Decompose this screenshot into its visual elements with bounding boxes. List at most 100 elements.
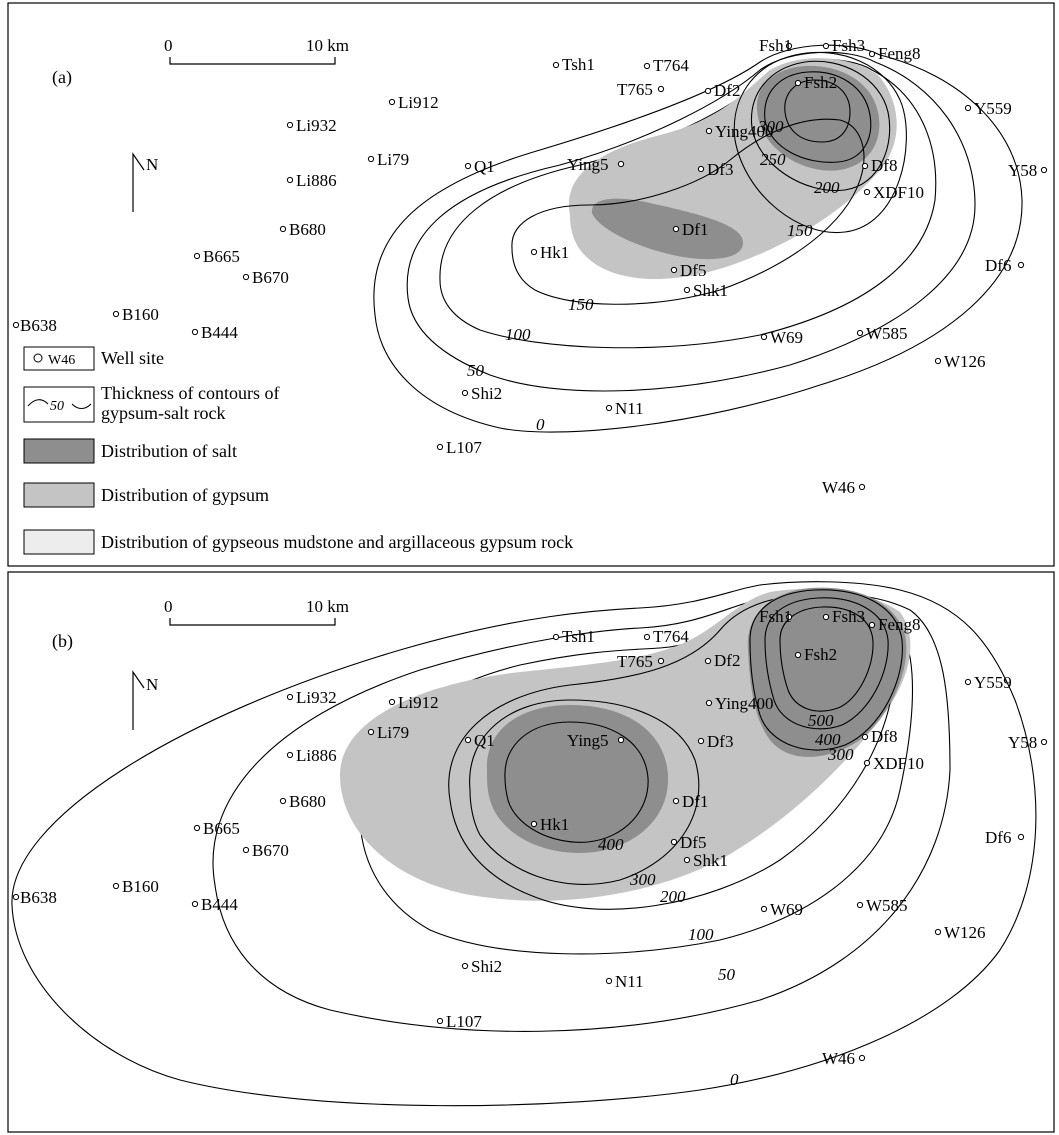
scale-zero: 0 bbox=[164, 36, 173, 55]
well-label: Li912 bbox=[398, 93, 439, 112]
contour-line-icon bbox=[27, 399, 92, 410]
well-label: Fsh1 bbox=[759, 36, 792, 55]
well-site-icon bbox=[552, 633, 560, 641]
well-site-icon bbox=[657, 85, 665, 93]
well-w126: W126 bbox=[934, 352, 986, 371]
panel-a-contour-150-west bbox=[511, 118, 865, 305]
well-site-icon bbox=[861, 162, 869, 170]
well-site-icon bbox=[112, 882, 120, 890]
panel-b-contour-label: 100 bbox=[688, 925, 714, 944]
well-site-icon bbox=[643, 633, 651, 641]
well-label: Y559 bbox=[974, 673, 1012, 692]
well-site-icon bbox=[705, 699, 713, 707]
well-label: Li886 bbox=[296, 746, 337, 765]
well-w46: W46 bbox=[822, 478, 866, 497]
well-site-icon bbox=[934, 357, 942, 365]
well-li886: Li886 bbox=[286, 171, 337, 190]
well-t764: T764 bbox=[643, 627, 689, 646]
well-site-icon bbox=[530, 820, 538, 828]
well-label: Y58 bbox=[1008, 733, 1037, 752]
scale-distance: 10 km bbox=[306, 36, 349, 55]
well-b670: B670 bbox=[242, 841, 289, 860]
well-site-icon bbox=[760, 905, 768, 913]
well-hk1: Hk1 bbox=[530, 815, 569, 834]
well-li932: Li932 bbox=[286, 116, 337, 135]
legend-salt: Distribution of salt bbox=[101, 441, 237, 461]
well-label: Li912 bbox=[398, 693, 439, 712]
well-site-icon bbox=[279, 225, 287, 233]
well-label: Ying5 bbox=[567, 155, 609, 174]
panel-b-contour-label: 500 bbox=[808, 711, 834, 730]
well-label: Feng8 bbox=[878, 615, 921, 634]
north-label: N bbox=[146, 675, 158, 694]
panel-b-contour-400-east bbox=[764, 597, 889, 730]
well-q1: Q1 bbox=[464, 731, 495, 750]
well-b680: B680 bbox=[279, 220, 326, 239]
well-label: B670 bbox=[252, 841, 289, 860]
well-fsh3: Fsh3 bbox=[822, 36, 865, 55]
panel-b-contour-500 bbox=[779, 606, 874, 712]
well-site-icon bbox=[605, 977, 613, 985]
well-site-icon bbox=[697, 165, 705, 173]
well-ying5: Ying5 bbox=[567, 155, 625, 174]
panel-a: 0 50 100 150 150 200 250 300 (a) 0 10 km… bbox=[7, 2, 1055, 567]
well-shi2: Shi2 bbox=[461, 957, 502, 976]
well-df6: Df6 bbox=[985, 256, 1025, 275]
well-tsh1: Tsh1 bbox=[552, 55, 595, 74]
well-ying5: Ying5 bbox=[567, 731, 625, 750]
legend-contour-box bbox=[23, 386, 95, 423]
panel-a-contour-0 bbox=[373, 44, 1023, 433]
panel-a-scale-bar: 0 10 km bbox=[164, 36, 349, 65]
well-y58: Y58 bbox=[1008, 161, 1048, 180]
well-w585: W585 bbox=[856, 896, 908, 915]
well-df6: Df6 bbox=[985, 828, 1025, 847]
well-y559: Y559 bbox=[964, 673, 1012, 692]
well-label: Df5 bbox=[680, 261, 706, 280]
well-label: Df3 bbox=[707, 160, 733, 179]
well-site-icon bbox=[436, 443, 444, 451]
well-label: Df2 bbox=[714, 651, 740, 670]
panel-b-contour-50 bbox=[212, 592, 951, 1032]
well-site-icon bbox=[1017, 833, 1025, 841]
panel-b-scale-bar: 0 10 km bbox=[164, 597, 349, 626]
well-site-icon bbox=[388, 698, 396, 706]
well-q1: Q1 bbox=[464, 157, 495, 176]
scale-distance: 10 km bbox=[306, 597, 349, 616]
well-site-icon bbox=[868, 621, 876, 629]
well-b638: B638 bbox=[12, 316, 57, 335]
well-site-icon bbox=[863, 188, 871, 196]
well-li932: Li932 bbox=[286, 688, 337, 707]
well-site-icon bbox=[697, 737, 705, 745]
well-label: N11 bbox=[615, 399, 644, 418]
well-site-icon bbox=[193, 252, 201, 260]
well-site-icon bbox=[1017, 261, 1025, 269]
well-label: Hk1 bbox=[540, 815, 569, 834]
well-site-icon bbox=[934, 928, 942, 936]
well-label: T764 bbox=[653, 56, 689, 75]
well-site-icon bbox=[33, 353, 43, 363]
well-label: Fsh3 bbox=[832, 607, 865, 626]
well-label: Li79 bbox=[377, 723, 409, 742]
well-label: Li932 bbox=[296, 688, 337, 707]
north-label: N bbox=[146, 155, 158, 174]
well-l107: L107 bbox=[436, 1012, 482, 1031]
well-label: Fsh2 bbox=[804, 645, 837, 664]
panel-b-contour-300-east bbox=[749, 589, 903, 751]
well-site-icon bbox=[794, 79, 802, 87]
well-df1: Df1 bbox=[672, 792, 708, 811]
well-feng8: Feng8 bbox=[868, 44, 921, 63]
well-df1: Df1 bbox=[672, 220, 708, 239]
panel-a-salt-zone-west bbox=[591, 198, 743, 260]
well-label: Shi2 bbox=[471, 957, 502, 976]
well-df2: Df2 bbox=[704, 651, 740, 670]
panel-a-contour-label: 0 bbox=[536, 415, 545, 434]
legend-gypsum: Distribution of gypsum bbox=[101, 485, 269, 505]
well-site-icon bbox=[704, 657, 712, 665]
well-li912: Li912 bbox=[388, 693, 439, 712]
well-label: Shk1 bbox=[693, 281, 728, 300]
well-site-icon bbox=[785, 613, 793, 621]
legend-contour-symbol-label: 50 bbox=[50, 399, 64, 414]
well-shi2: Shi2 bbox=[461, 384, 502, 403]
well-ying400: Ying400 bbox=[705, 694, 774, 713]
well-label: XDF10 bbox=[873, 183, 924, 202]
